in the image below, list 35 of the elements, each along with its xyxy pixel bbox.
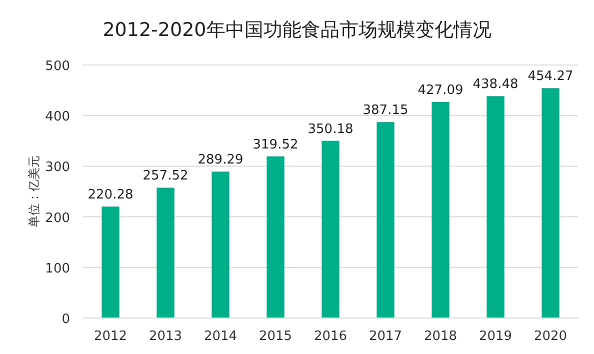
bar [212,172,230,318]
data-label: 454.27 [528,69,574,84]
data-label: 220.28 [88,188,134,203]
bar [102,206,120,318]
data-label: 350.18 [308,122,354,137]
bar [266,156,284,318]
y-tick-label: 200 [45,210,70,226]
bar [376,122,394,318]
y-tick-label: 300 [45,160,70,176]
bar [542,88,560,318]
y-axis-title: 单位：亿美元 [27,156,41,228]
x-tick-label: 2016 [314,329,348,344]
x-tick-label: 2018 [424,329,458,344]
bar [432,102,450,318]
x-tick-label: 2014 [204,329,238,344]
data-label: 257.52 [142,168,188,184]
chart-title: 2012-2020年中国功能食品市场规模变化情况 [102,19,492,41]
x-tick-label: 2017 [368,329,402,344]
x-tick-label: 2012 [94,329,128,344]
y-tick-label: 0 [62,312,70,327]
y-tick-label: 100 [45,261,70,276]
data-label: 438.48 [472,77,518,92]
bar [322,140,340,318]
x-tick-label: 2020 [534,329,568,344]
x-tick-label: 2019 [478,329,512,344]
data-label: 289.29 [198,152,244,168]
data-label: 387.15 [362,103,408,118]
y-tick-label: 500 [45,59,70,74]
bar [486,96,504,318]
data-label: 319.52 [252,137,298,152]
x-tick-label: 2013 [148,329,182,344]
data-label: 427.09 [418,82,464,98]
x-tick-label: 2015 [258,329,292,344]
y-tick-label: 400 [45,110,70,125]
bar [156,188,174,318]
